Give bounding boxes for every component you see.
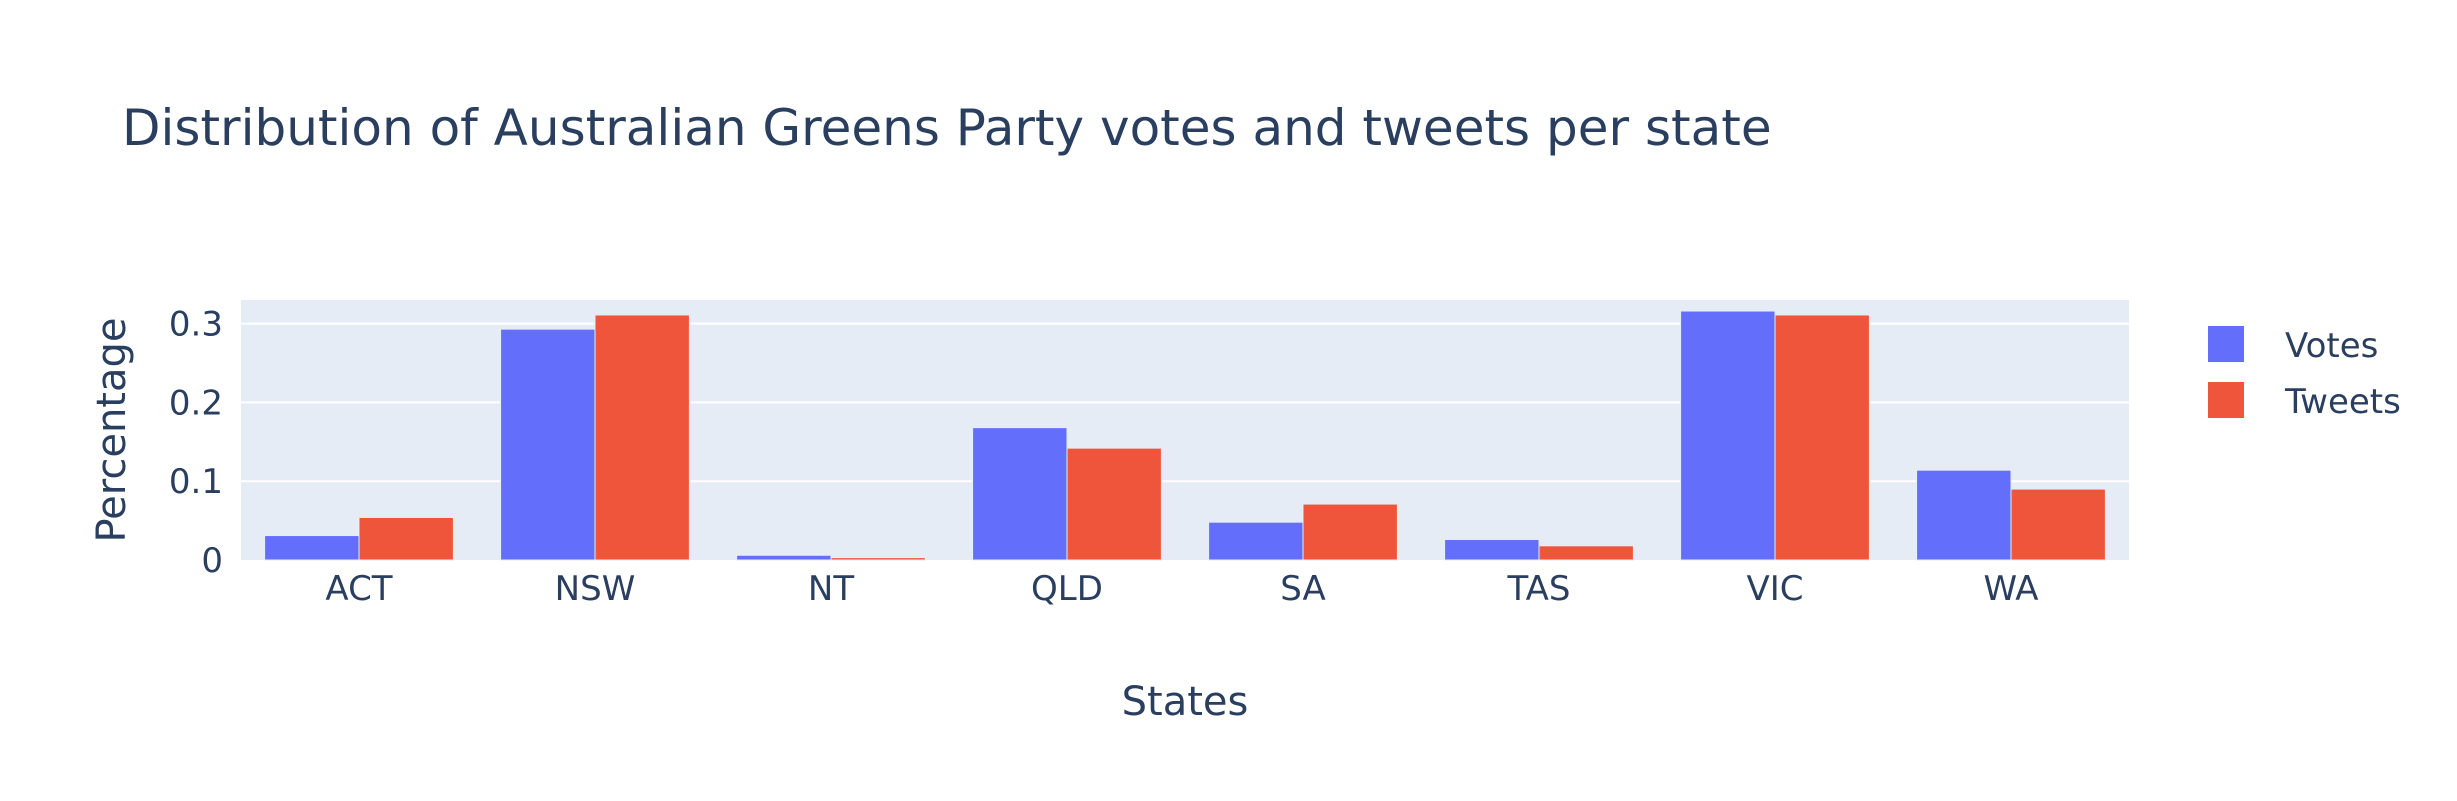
x-tick-label: VIC: [1746, 569, 1803, 609]
x-tick-labels: ACT NSW NT QLD SA TAS VIC WA: [325, 569, 2038, 609]
x-axis-label: States: [1122, 679, 1249, 725]
bar-tweets-vic: [1774, 314, 1870, 561]
bar-tweets-act: [358, 516, 454, 561]
legend-label-tweets: Tweets: [2284, 382, 2401, 422]
bar-tweets-sa: [1302, 503, 1398, 561]
y-tick-label: 0.2: [169, 383, 223, 423]
bar-votes-nt: [736, 554, 832, 561]
bar-votes-nsw: [500, 328, 596, 561]
legend: Votes Tweets: [2208, 326, 2401, 422]
x-tick-label: SA: [1280, 569, 1325, 609]
x-tick-label: NSW: [555, 569, 636, 609]
bar-tweets-nsw: [594, 314, 690, 561]
y-tick-label: 0: [201, 541, 223, 581]
y-axis-label: Percentage: [89, 317, 135, 542]
y-tick-labels: 0 0.1 0.2 0.3: [169, 305, 223, 581]
chart-title: Distribution of Australian Greens Party …: [122, 99, 1772, 157]
x-tick-label: ACT: [325, 569, 392, 609]
bar-votes-tas: [1444, 539, 1540, 561]
x-tick-label: NT: [808, 569, 854, 609]
x-tick-label: TAS: [1507, 569, 1571, 609]
bar-tweets-nt: [830, 557, 926, 561]
bar-votes-sa: [1208, 521, 1304, 561]
x-tick-label: QLD: [1031, 569, 1103, 609]
bar-votes-qld: [972, 427, 1068, 561]
legend-label-votes: Votes: [2285, 326, 2378, 366]
bar-votes-act: [264, 535, 360, 561]
y-tick-label: 0.3: [169, 305, 223, 345]
bar-tweets-qld: [1066, 447, 1162, 561]
y-tick-label: 0.1: [169, 462, 223, 502]
legend-swatch-votes: [2208, 326, 2244, 362]
bar-votes-wa: [1916, 469, 2012, 561]
bar-tweets-tas: [1538, 545, 1634, 561]
x-tick-label: WA: [1983, 569, 2038, 609]
legend-swatch-tweets: [2208, 382, 2244, 418]
bar-tweets-wa: [2010, 488, 2106, 561]
bar-votes-vic: [1680, 310, 1776, 561]
bars: [264, 310, 2106, 561]
